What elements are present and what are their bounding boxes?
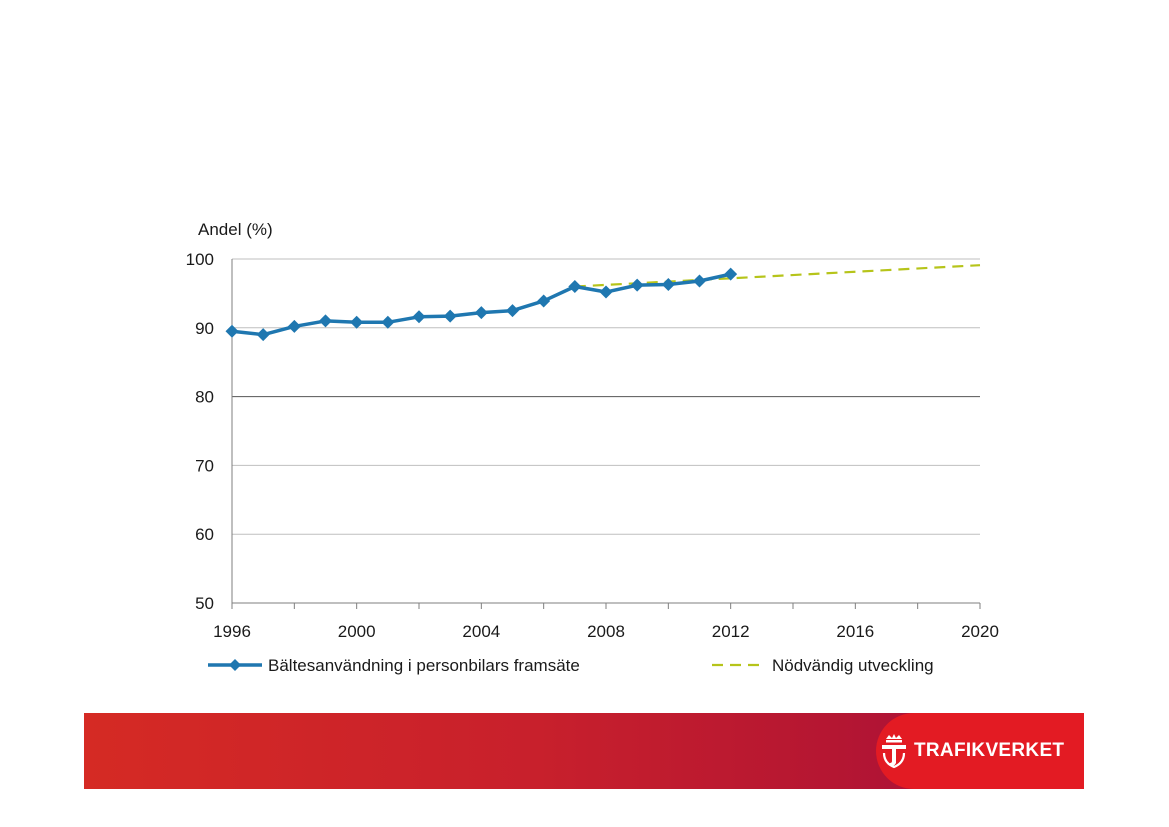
- x-tick-label-2020: 2020: [961, 622, 999, 641]
- data-point-2003: [443, 309, 457, 323]
- x-tick-label-2000: 2000: [338, 622, 376, 641]
- line-chart: Andel (%) 50 60 70 80 90 100 1996 2000 2004 2008…: [186, 220, 999, 675]
- footer-band: [84, 713, 1084, 789]
- data-point-1996: [225, 324, 239, 338]
- data-point-2004: [474, 306, 488, 320]
- data-point-2010: [661, 277, 675, 291]
- x-tick-label-1996: 1996: [213, 622, 251, 641]
- y-axis-label: Andel (%): [198, 220, 273, 239]
- brand-name: TRAFIKVERKET: [914, 740, 1065, 761]
- crown-t-icon: [882, 734, 906, 769]
- data-point-2011: [693, 274, 706, 288]
- data-point-2005: [506, 304, 519, 318]
- data-point-2009: [630, 278, 644, 292]
- y-tick-label-70: 70: [195, 456, 214, 475]
- y-tick-label-90: 90: [195, 319, 214, 338]
- data-point-2008: [599, 285, 613, 299]
- y-tick-label-50: 50: [195, 594, 214, 613]
- data-point-1999: [319, 314, 332, 328]
- y-tick-label-100: 100: [186, 250, 214, 269]
- x-tick-label-2004: 2004: [462, 622, 500, 641]
- legend-label-nodvandig: Nödvändig utveckling: [772, 656, 934, 675]
- legend-label-baltesanvandning: Bältesanvändning i personbilars framsäte: [268, 656, 580, 675]
- data-point-2006: [537, 294, 551, 308]
- data-point-2012: [724, 267, 738, 281]
- data-point-1998: [287, 319, 301, 333]
- data-point-1997: [256, 328, 270, 342]
- x-tick-label-2012: 2012: [712, 622, 750, 641]
- series-line-nodvandig-utveckling: [574, 264, 981, 288]
- data-point-2001: [381, 315, 395, 329]
- legend-marker-diamond: [229, 659, 241, 671]
- x-tick-label-2016: 2016: [836, 622, 874, 641]
- y-tick-label-60: 60: [195, 525, 214, 544]
- data-point-2007: [568, 280, 582, 294]
- y-tick-label-80: 80: [195, 388, 214, 407]
- trafikverket-logo: TRAFIKVERKET: [880, 730, 1064, 772]
- x-tick-label-2008: 2008: [587, 622, 625, 641]
- series-line-baltesanvandning: [231, 272, 732, 337]
- footer-logo-panel: [876, 713, 1084, 789]
- data-point-2002: [412, 310, 426, 324]
- data-point-2000: [350, 315, 364, 329]
